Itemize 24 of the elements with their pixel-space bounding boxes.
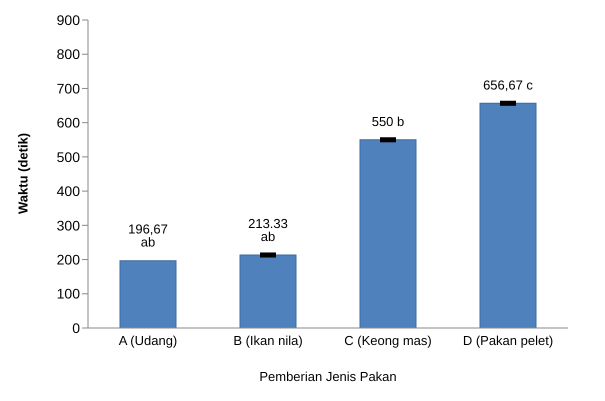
y-tick-label: 200 <box>56 252 80 268</box>
y-tick-label: 500 <box>56 148 80 165</box>
data-label: 656,67 c <box>483 77 534 92</box>
data-label: 213.33 ab <box>248 216 288 244</box>
y-tick-label: 900 <box>56 12 80 28</box>
y-tick-label: 300 <box>56 217 80 234</box>
y-tick-label: 800 <box>56 46 80 62</box>
y-axis-title: Waktu (detik) <box>16 132 31 214</box>
y-tick-label: 400 <box>56 183 80 200</box>
bar <box>480 102 536 328</box>
y-tick-label: 700 <box>56 80 80 96</box>
y-tick-label: 0 <box>72 320 80 336</box>
x-tick-label: A (Udang) <box>118 333 178 348</box>
bar <box>240 254 296 328</box>
data-label: 550 b <box>372 114 404 129</box>
data-label: 196,67 ab <box>128 222 168 250</box>
y-tick-label: 100 <box>56 286 80 302</box>
x-tick-label: B (Ikan nila) <box>233 333 303 348</box>
x-axis-title: Pemberian Jenis Pakan <box>259 369 397 384</box>
y-tick-label: 600 <box>56 114 80 131</box>
x-tick-label: C (Keong mas) <box>344 333 432 348</box>
x-tick-label: D (Pakan pelet) <box>462 333 554 348</box>
bar <box>120 260 176 328</box>
bar <box>360 139 416 328</box>
